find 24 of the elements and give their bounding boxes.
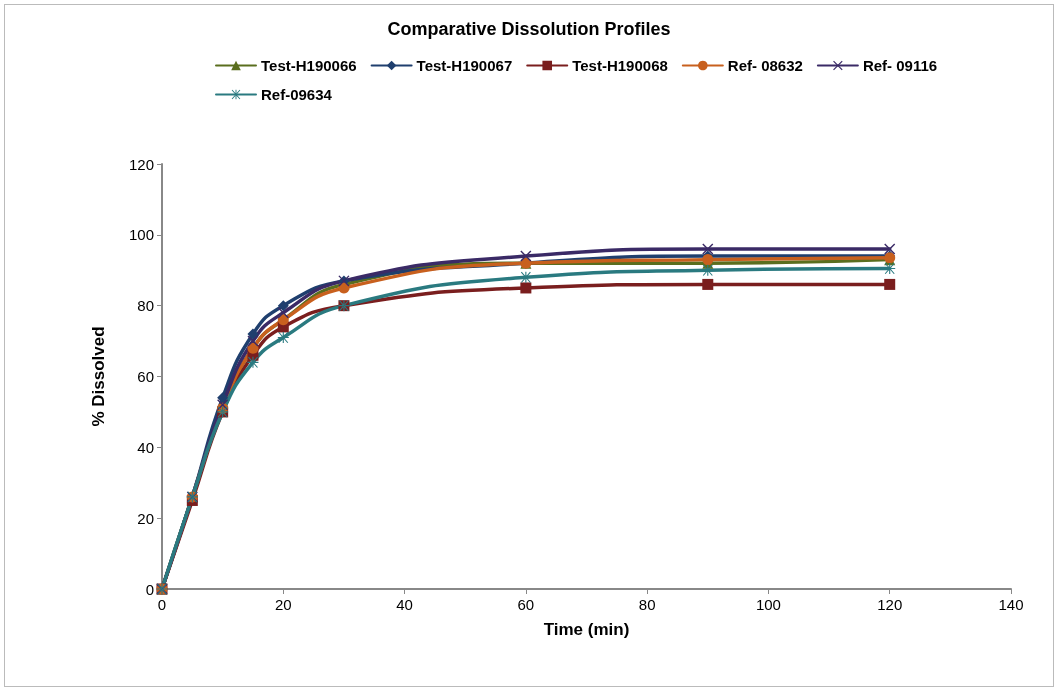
y-tick-label: 80 (137, 297, 154, 315)
x-tick-label: 20 (274, 596, 292, 613)
x-axis-title: Time (min) (543, 620, 630, 639)
y-tick-label: 20 (137, 509, 154, 527)
legend-label: Ref- 08632 (727, 57, 803, 74)
y-tick-label: 120 (128, 155, 154, 173)
y-tick-label: 40 (137, 438, 154, 456)
x-tick-label: 80 (638, 596, 656, 613)
x-tick-label: 100 (755, 596, 781, 613)
legend-label: Test-H190067 (416, 57, 513, 74)
legend-label: Test-H190066 (261, 57, 357, 74)
y-tick-label: 0 (145, 580, 154, 598)
chart-title: Comparative Dissolution Profiles (387, 19, 671, 39)
legend-label: Ref- 09116 (862, 57, 938, 74)
legend-label: Ref-09634 (261, 86, 333, 103)
legend-label: Test-H190068 (572, 57, 668, 74)
x-tick-label: 0 (157, 596, 167, 613)
y-tick-label: 60 (137, 368, 154, 385)
x-tick-label: 140 (998, 596, 1024, 613)
x-tick-label: 60 (517, 596, 535, 613)
y-axis-title: % Dissolved (89, 326, 108, 427)
y-tick-label: 100 (128, 226, 154, 244)
x-tick-label: 120 (877, 596, 903, 613)
x-tick-label: 40 (396, 596, 413, 613)
